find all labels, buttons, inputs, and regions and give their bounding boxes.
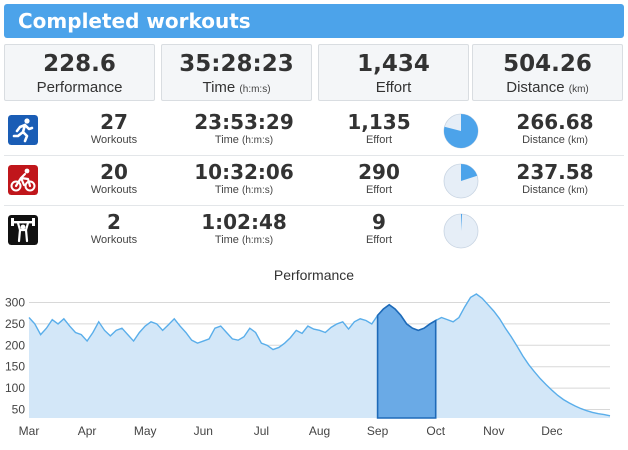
weightlifting-effort-pie — [443, 213, 479, 249]
running-workouts: 27 Workouts — [90, 110, 138, 146]
y-tick-label: 300 — [5, 296, 25, 310]
activity-row-cycling[interactable]: 20 Workouts 10:32:06 Time (h:m:s) 290 Ef… — [4, 156, 624, 206]
effort-summary: 1,434 Effort — [318, 44, 469, 101]
x-tick-label: Aug — [309, 424, 330, 438]
running-time: 23:53:29 Time (h:m:s) — [194, 110, 294, 146]
weightlifting-workouts: 2 Workouts — [90, 210, 138, 246]
effort-value: 1,434 — [357, 51, 430, 77]
weightlifting-time: 1:02:48 Time (h:m:s) — [201, 210, 287, 246]
x-tick-label: Sep — [367, 424, 389, 438]
time-value: 35:28:23 — [179, 51, 294, 77]
cycling-workouts: 20 Workouts — [90, 160, 138, 196]
pie-slice — [461, 164, 478, 181]
highlighted-period[interactable] — [376, 303, 437, 419]
y-tick-label: 50 — [12, 402, 26, 416]
y-tick-label: 100 — [5, 381, 25, 395]
cycling-effort-pie — [443, 163, 479, 199]
x-tick-label: Dec — [541, 424, 562, 438]
time-label: Time (h:m:s) — [202, 79, 271, 96]
performance-label: Performance — [36, 79, 123, 96]
time-summary: 35:28:23 Time (h:m:s) — [161, 44, 312, 101]
y-tick-label: 250 — [5, 317, 25, 331]
header-bar: Completed workouts — [4, 4, 624, 38]
running-distance: 266.68 Distance (km) — [516, 110, 594, 146]
performance-area — [29, 294, 610, 418]
pie-slice — [444, 114, 478, 148]
performance-summary: 228.6 Performance — [4, 44, 155, 101]
weightlifting-icon — [8, 215, 38, 245]
cycling-effort: 290 Effort — [358, 160, 400, 196]
performance-chart[interactable]: 50 100 150 200 250 300 Mar Apr May Jun Jul Aug Sep Oc… — [0, 290, 628, 440]
cycling-distance: 237.58 Distance (km) — [516, 160, 594, 196]
y-tick-label: 200 — [5, 338, 25, 352]
cycling-time: 10:32:06 Time (h:m:s) — [194, 160, 294, 196]
running-icon — [8, 115, 38, 145]
performance-value: 228.6 — [43, 51, 116, 77]
x-tick-label: Apr — [78, 424, 97, 438]
x-tick-label: May — [134, 424, 157, 438]
running-effort: 1,135 Effort — [347, 110, 411, 146]
distance-unit: (km) — [568, 84, 589, 95]
page-title: Completed workouts — [18, 9, 251, 33]
distance-value: 504.26 — [503, 51, 592, 77]
performance-line — [28, 293, 611, 417]
pie-slice — [461, 214, 463, 231]
x-tick-label: Jun — [194, 424, 213, 438]
x-tick-label: Jul — [254, 424, 269, 438]
cycling-icon — [8, 165, 38, 195]
distance-label: Distance (km) — [506, 79, 589, 96]
effort-label: Effort — [375, 79, 412, 96]
weightlifting-effort: 9 Effort — [365, 210, 393, 246]
x-tick-label: Mar — [19, 424, 40, 438]
y-tick-label: 150 — [5, 360, 25, 374]
x-tick-label: Oct — [426, 424, 445, 438]
activity-row-running[interactable]: 27 Workouts 23:53:29 Time (h:m:s) 1,135 … — [4, 106, 624, 156]
time-unit: (h:m:s) — [239, 84, 271, 95]
activity-row-weightlifting[interactable]: 2 Workouts 1:02:48 Time (h:m:s) 9 Effort — [4, 206, 624, 256]
distance-summary: 504.26 Distance (km) — [472, 44, 623, 101]
running-effort-pie — [443, 113, 479, 149]
x-tick-label: Nov — [483, 424, 504, 438]
chart-title: Performance — [273, 267, 355, 283]
